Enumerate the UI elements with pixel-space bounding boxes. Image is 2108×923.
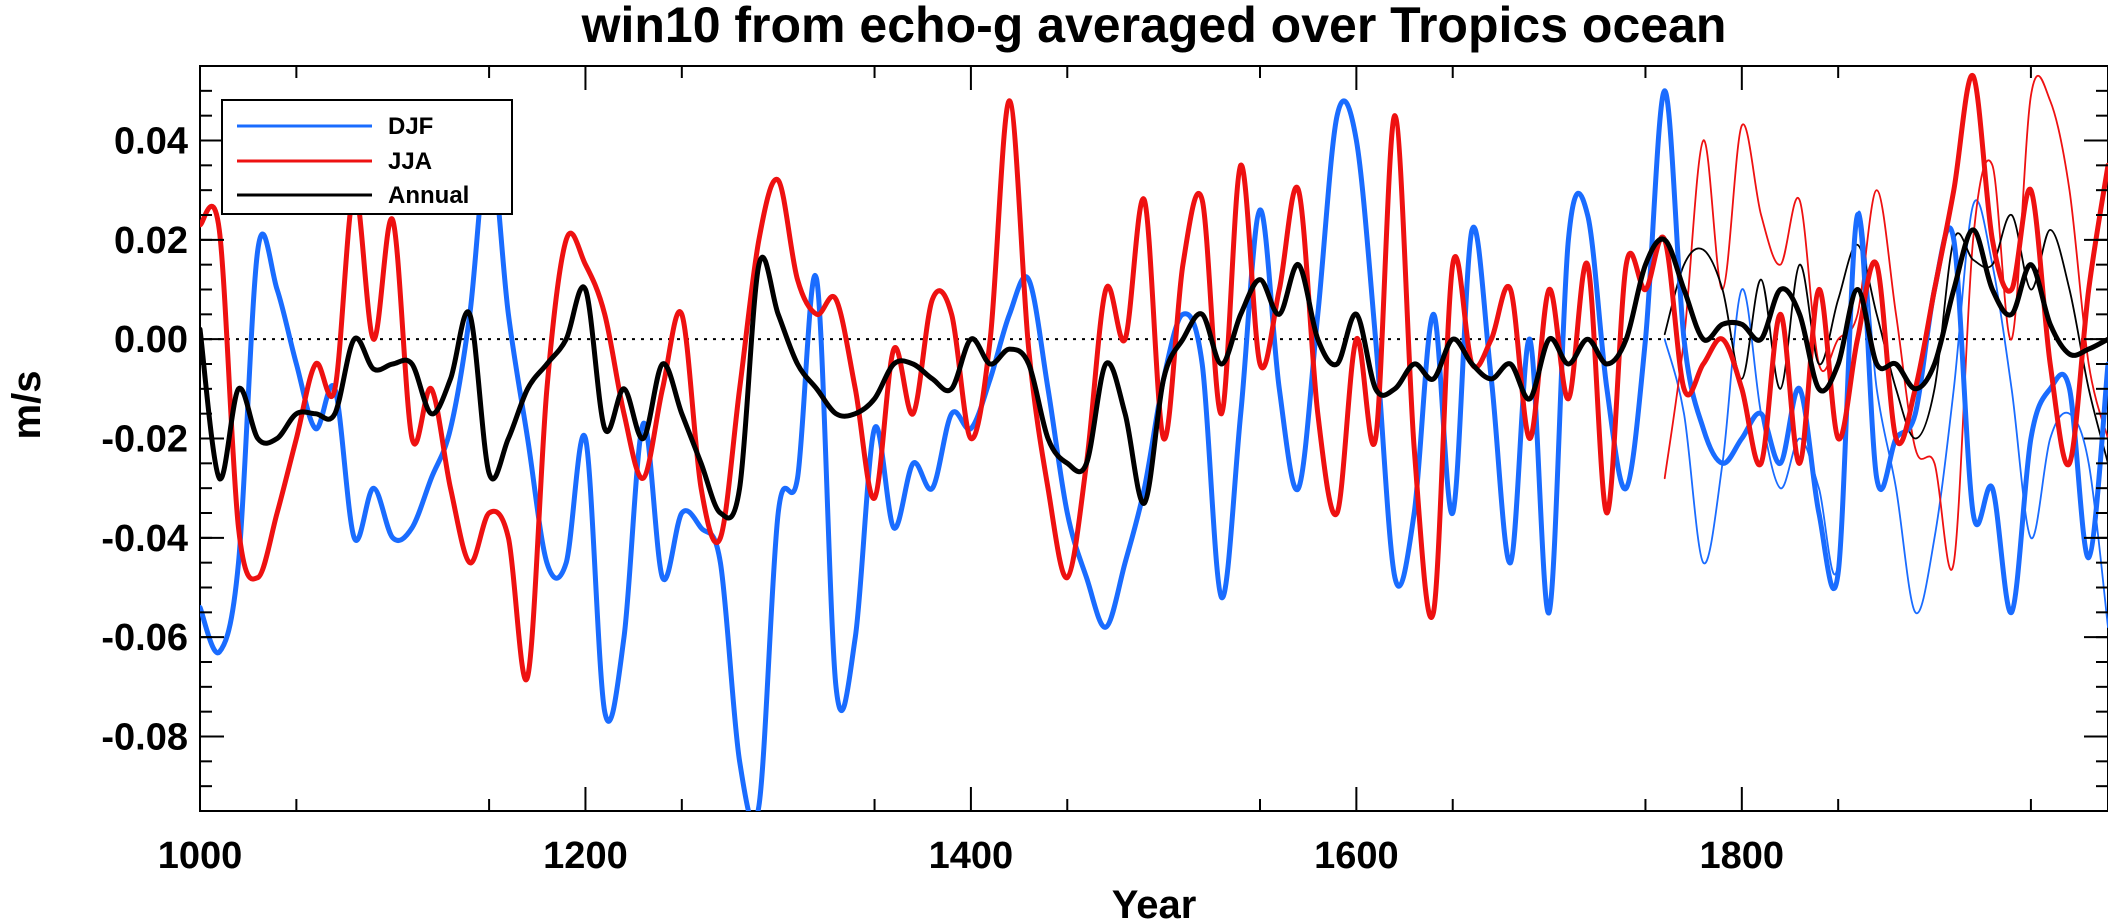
- legend-label-djf: DJF: [388, 113, 433, 140]
- x-axis-label: Year: [1112, 883, 1197, 923]
- series-line-djf-1760-1990: [1663, 199, 2108, 629]
- y-tick-label: 0.02: [114, 220, 188, 262]
- legend-label-annual: Annual: [388, 182, 469, 209]
- y-tick-label: 0.00: [114, 319, 188, 361]
- y-axis-label: m/s: [5, 371, 49, 440]
- series-layer: [200, 73, 2108, 811]
- series-line-annual-1760-1990: [1663, 214, 2108, 465]
- x-tick-label: 1600: [1314, 835, 1399, 877]
- series-line-djf: [200, 88, 2108, 811]
- x-tick-label: 1400: [929, 835, 1014, 877]
- y-tick-label: -0.04: [101, 518, 188, 560]
- series-line-annual: [200, 227, 2108, 521]
- y-tick-label: -0.06: [101, 617, 188, 659]
- y-tick-label: -0.02: [101, 419, 188, 461]
- x-tick-label: 1000: [158, 835, 243, 877]
- series-line-jja: [200, 73, 2108, 683]
- x-tick-label: 1200: [543, 835, 628, 877]
- chart-title: win10 from echo-g averaged over Tropics …: [581, 0, 1727, 53]
- x-tick-label: 1800: [1700, 835, 1785, 877]
- legend-label-jja: JJA: [388, 148, 432, 175]
- y-tick-label: 0.04: [114, 121, 188, 163]
- legend: DJF JJA Annual: [221, 99, 513, 215]
- tick-layer: 1000 1200 1400 1600 1800 -0.08 -0.06 -0.04 -0.02…: [101, 66, 2108, 877]
- y-tick-label: -0.08: [101, 717, 188, 759]
- series-line-jja-1760-1990: [1663, 74, 2108, 571]
